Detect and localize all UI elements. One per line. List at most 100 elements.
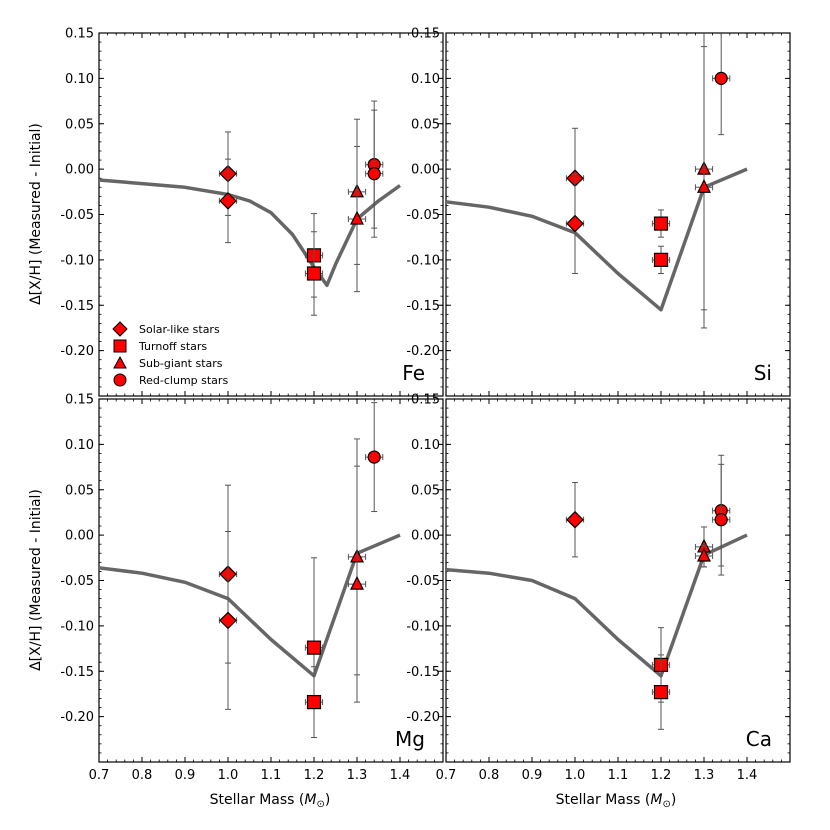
y-tick-label-mg: 0.10: [65, 438, 94, 453]
data-point-fe: [304, 231, 324, 316]
panel-label-si: Si: [754, 361, 772, 385]
x-tick-label-ca: 1.3: [694, 768, 715, 783]
x-tick-label-mg: 1.0: [218, 768, 239, 783]
y-tick-label-mg: -0.10: [60, 619, 94, 634]
panel-ca: -0.20 -0.15 -0.10 -0.05 0.00 0.05 0.10 0.15 0.7 0…: [406, 393, 791, 783]
panel-mg: -0.20 -0.15 -0.10 -0.05 0.00 0.05 0.10 0.15 0.7 0…: [60, 393, 444, 783]
data-point-fe: [218, 158, 238, 244]
model-line-mg: [98, 533, 401, 678]
x-tick-label-ca: 0.8: [479, 768, 500, 783]
y-tick-label-fe: -0.15: [60, 299, 94, 314]
y-tick-label-si: -0.10: [406, 253, 440, 268]
legend-label-sub-giant: Sub-giant stars: [139, 357, 223, 370]
square-marker: [653, 216, 669, 231]
data-point-mg: [304, 666, 324, 738]
y-tick-label-fe: 0.05: [65, 117, 94, 132]
x-tick-label-mg: 0.9: [175, 768, 196, 783]
y-tick-label-mg: -0.20: [60, 710, 94, 725]
data-point-si: [651, 209, 671, 238]
legend-item-turnoff: Turnoff stars: [113, 339, 207, 353]
y-tick-label-si: -0.20: [406, 344, 440, 359]
data-point-mg: [347, 465, 367, 703]
x-tick-label-mg: 1.1: [261, 768, 282, 783]
legend-label-turnoff: Turnoff stars: [138, 340, 207, 353]
model-line-si: [445, 167, 748, 312]
y-tick-label-ca: 0.15: [411, 393, 440, 408]
y-tick-label-fe: -0.05: [60, 208, 94, 223]
circle-marker: [367, 167, 381, 181]
x-tick-label-mg: 1.3: [347, 768, 368, 783]
x-tick-label-ca: 0.7: [436, 768, 457, 783]
square-marker: [653, 685, 669, 700]
diamond-marker: [219, 611, 237, 630]
x-tick-label-ca: 0.9: [522, 768, 543, 783]
y-tick-label-fe: 0.10: [65, 72, 94, 87]
x-tick-label-ca: 1.4: [737, 768, 758, 783]
y-tick-label-ca: 0.05: [411, 483, 440, 498]
data-point-ca: [565, 481, 585, 558]
panel-frame-ca: [445, 398, 791, 763]
legend-square-marker: [113, 339, 127, 353]
diamond-marker: [566, 214, 584, 233]
legend-item-red-clump: Red-clump stars: [113, 373, 228, 387]
legend-item-sub-giant: Sub-giant stars: [113, 355, 223, 370]
y-tick-label-fe: -0.10: [60, 253, 94, 268]
diamond-marker: [566, 510, 584, 529]
data-point-ca: [712, 463, 731, 576]
x-axis-title-left: Stellar Mass (M⊙): [210, 792, 331, 810]
y-tick-label-mg: 0.05: [65, 483, 94, 498]
y-axis-title-bottom: Δ[X/H] (Measured - Initial): [28, 489, 44, 671]
triangle-marker: [697, 178, 711, 193]
data-point-si: [712, 33, 731, 136]
legend: Solar-like stars Turnoff stars Sub-giant…: [112, 321, 228, 387]
y-tick-label-mg: 0.00: [65, 529, 94, 544]
diamond-marker: [219, 192, 237, 210]
circle-marker: [367, 450, 381, 464]
legend-circle-marker: [113, 373, 127, 387]
panel-fe: -0.20 -0.15 -0.10 -0.05 0.00 0.05 0.10 0.15 Fe: [60, 27, 444, 397]
y-tick-label-si: 0.05: [411, 117, 440, 132]
y-tick-label-si: 0.15: [411, 27, 440, 42]
legend-label-red-clump: Red-clump stars: [139, 374, 228, 387]
panel-frame-si: [445, 32, 791, 397]
triangle-marker: [697, 547, 711, 562]
y-tick-label-ca: 0.10: [411, 438, 440, 453]
y-tick-label-ca: 0.00: [411, 529, 440, 544]
y-tick-label-fe: -0.20: [60, 344, 94, 359]
x-tick-label-ca: 1.1: [608, 768, 629, 783]
data-point-ca: [651, 654, 671, 730]
square-marker: [653, 252, 669, 267]
x-tick-label-mg: 0.8: [132, 768, 153, 783]
y-tick-label-si: -0.15: [406, 299, 440, 314]
y-tick-label-ca: -0.20: [406, 710, 440, 725]
y-tick-label-fe: 0.15: [65, 27, 94, 42]
data-point-ca: [694, 544, 714, 568]
y-tick-label-si: 0.10: [411, 72, 440, 87]
y-tick-label-si: 0.00: [411, 163, 440, 178]
y-tick-label-mg: -0.15: [60, 665, 94, 680]
data-point-si: [565, 173, 585, 274]
y-tick-label-ca: -0.05: [406, 574, 440, 589]
y-tick-label-fe: 0.00: [65, 163, 94, 178]
x-tick-label-ca: 1.2: [651, 768, 672, 783]
y-tick-label-mg: -0.05: [60, 574, 94, 589]
legend-item-solar-like: Solar-like stars: [112, 321, 220, 337]
circle-marker: [714, 71, 728, 85]
data-point-fe: [365, 109, 384, 238]
triangle-marker: [350, 210, 364, 225]
x-tick-label-mg: 0.7: [89, 768, 110, 783]
y-tick-label-mg: 0.15: [65, 393, 94, 408]
legend-diamond-marker: [112, 321, 128, 337]
panels: -0.20-0.15-0.10-0.050.000.050.100.15Fe-0…: [60, 27, 791, 783]
square-marker: [306, 695, 322, 710]
legend-label-solar-like: Solar-like stars: [139, 323, 220, 336]
y-axis-title-top: Δ[X/H] (Measured - Initial): [28, 123, 44, 305]
data-point-mg: [218, 530, 238, 710]
x-tick-label-mg: 1.2: [304, 768, 325, 783]
y-tick-label-ca: -0.15: [406, 665, 440, 680]
x-tick-label-mg: 1.4: [390, 768, 411, 783]
model-line-ca: [445, 533, 748, 678]
legend-triangle-marker: [113, 355, 127, 369]
data-point-mg: [365, 402, 384, 513]
